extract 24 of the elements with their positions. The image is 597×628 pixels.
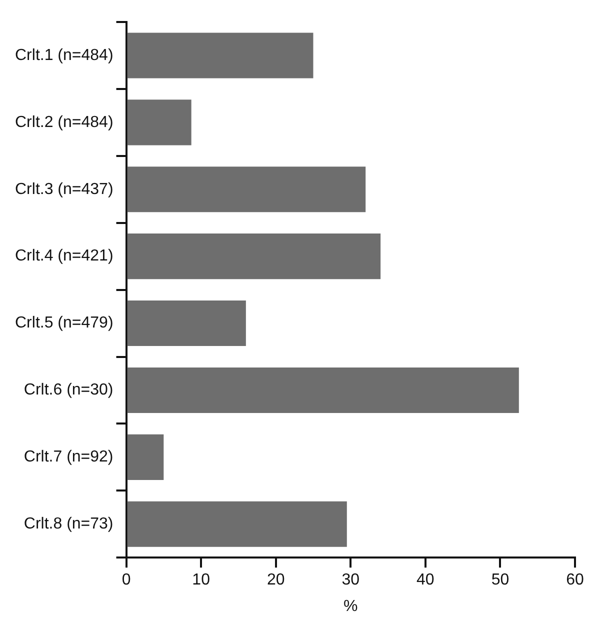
y-tick-label: Crlt.3 (n=437) <box>15 180 114 198</box>
bar <box>127 367 519 413</box>
bar <box>127 166 366 212</box>
y-tick-label: Crlt.8 (n=73) <box>24 516 114 533</box>
x-tick-label: 50 <box>491 572 510 589</box>
y-tick-label: Crlt.4 (n=421) <box>15 248 114 265</box>
bar <box>127 501 347 547</box>
x-axis-title: % <box>344 598 358 615</box>
x-tick-label: 30 <box>342 572 360 589</box>
bar <box>127 32 314 78</box>
y-tick-label: Crlt.5 (n=479) <box>15 314 114 332</box>
y-tick-label: Crlt.2 (n=484) <box>15 114 114 131</box>
x-tick-label: 10 <box>192 572 210 589</box>
x-tick-label: 0 <box>122 572 131 589</box>
y-tick-label: Crlt.6 (n=30) <box>24 382 114 399</box>
y-tick-label: Crlt.1 (n=484) <box>15 46 114 64</box>
bar <box>127 100 192 146</box>
bar <box>127 434 164 480</box>
x-tick-label: 60 <box>566 572 584 589</box>
bar <box>127 234 381 280</box>
x-tick-label: 40 <box>416 572 434 589</box>
x-tick-label: 20 <box>266 572 285 589</box>
bar <box>127 300 246 346</box>
y-tick-label: Crlt.7 (n=92) <box>24 448 114 466</box>
